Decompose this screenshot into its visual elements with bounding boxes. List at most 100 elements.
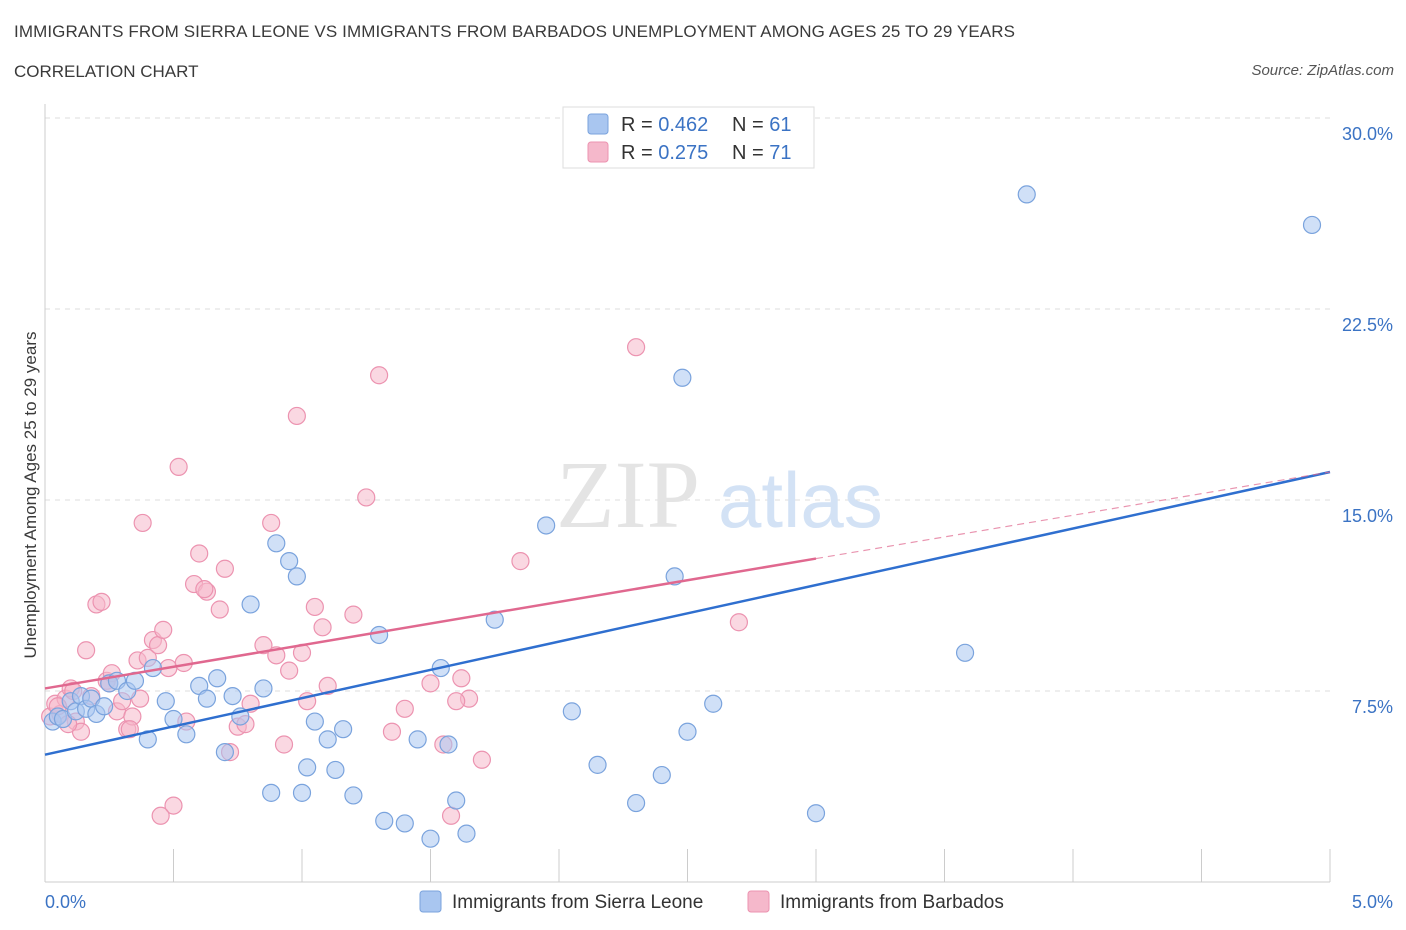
blue-point-36 xyxy=(370,625,389,645)
legend-n-value-blue: 61 xyxy=(769,114,791,136)
svg-text:N = 71: N = 71 xyxy=(732,142,792,164)
pink-trend-extension xyxy=(815,471,1331,560)
x-tick-label-1: 5.0% xyxy=(1352,892,1393,912)
blue-point-39 xyxy=(408,730,427,749)
pink-point-7 xyxy=(77,641,96,660)
bottom-legend-swatch-pink xyxy=(747,890,770,913)
blue-point-60 xyxy=(267,534,286,553)
pink-point-56 xyxy=(626,338,646,357)
pink-point-46 xyxy=(357,488,376,507)
legend-n-value-pink: 71 xyxy=(769,142,791,164)
pink-point-36 xyxy=(262,513,281,533)
blue-point-57 xyxy=(1017,185,1036,204)
y-tick-label-2: 22.5% xyxy=(1342,315,1393,335)
bottom-legend-label-blue: Immigrants from Sierra Leone xyxy=(452,892,703,913)
axes xyxy=(44,104,1331,883)
pink-point-63 xyxy=(120,720,139,739)
pink-point-44 xyxy=(318,676,337,696)
legend-n-label-pink: N = xyxy=(732,142,769,164)
blue-point-50 xyxy=(652,765,671,785)
chart-title: IMMIGRANTS FROM SIERRA LEONE VS IMMIGRAN… xyxy=(14,22,1016,41)
y-axis-label: Unemployment Among Ages 25 to 29 years xyxy=(21,332,40,659)
pink-point-47 xyxy=(370,366,389,385)
blue-point-32 xyxy=(318,730,337,749)
pink-point-28 xyxy=(190,544,209,563)
pink-point-31 xyxy=(215,559,234,578)
pink-point-66 xyxy=(195,580,214,599)
pink-point-55 xyxy=(511,552,530,571)
blue-point-46 xyxy=(537,516,556,535)
blue-trend-line xyxy=(44,470,1331,756)
blue-point-33 xyxy=(326,760,345,780)
blue-point-53 xyxy=(704,694,723,713)
blue-point-25 xyxy=(254,679,273,698)
blue-point-48 xyxy=(588,755,607,774)
legend-r-label-pink: R = xyxy=(621,142,658,164)
svg-text:R = 0.462: R = 0.462 xyxy=(621,114,708,136)
blue-point-38 xyxy=(395,814,414,833)
blue-point-22 xyxy=(223,686,242,706)
pink-point-48 xyxy=(395,699,414,718)
trend-lines xyxy=(44,470,1331,756)
pink-point-49 xyxy=(421,674,440,693)
blue-point-15 xyxy=(156,692,175,711)
chart-subtitle: CORRELATION CHART xyxy=(14,62,199,81)
pink-point-45 xyxy=(344,605,363,624)
grid-lines xyxy=(45,117,1330,692)
blue-point-27 xyxy=(280,552,299,571)
pink-point-70 xyxy=(447,692,466,711)
svg-text:R = 0.275: R = 0.275 xyxy=(621,142,708,164)
legend-swatch-pink xyxy=(587,141,609,163)
blue-point-34 xyxy=(334,720,353,739)
barbados-points xyxy=(41,338,749,825)
pink-point-24 xyxy=(164,796,183,815)
watermark-zip: ZIP xyxy=(556,441,700,548)
bottom-legend: Immigrants from Sierra Leone Immigrants … xyxy=(419,890,1004,913)
blue-point-54 xyxy=(673,368,692,387)
bottom-legend-label-pink: Immigrants from Barbados xyxy=(780,892,1004,913)
blue-point-28 xyxy=(287,567,306,586)
blue-point-21 xyxy=(215,743,234,762)
pink-point-22 xyxy=(154,620,173,639)
blue-point-47 xyxy=(562,702,581,721)
blue-point-55 xyxy=(806,804,826,823)
blue-point-52 xyxy=(678,722,697,741)
watermark-atlas: atlas xyxy=(718,456,883,544)
sierra-leone-points xyxy=(43,185,1322,848)
y-tick-label-0: 7.5% xyxy=(1352,697,1393,717)
x-tick-label-0: 0.0% xyxy=(45,892,86,912)
x-tick-labels: 0.0% 5.0% xyxy=(45,892,1393,912)
pink-point-18 xyxy=(133,513,152,533)
y-tick-label-3: 30.0% xyxy=(1342,124,1393,144)
pink-point-43 xyxy=(313,618,332,637)
chart-source: Source: ZipAtlas.com xyxy=(1251,62,1394,79)
svg-text:N = 61: N = 61 xyxy=(732,114,792,136)
blue-point-19 xyxy=(197,689,217,708)
blue-point-49 xyxy=(626,793,646,813)
pink-point-10 xyxy=(92,592,111,611)
pink-point-21 xyxy=(148,636,168,655)
pink-point-69 xyxy=(382,722,402,741)
blue-point-29 xyxy=(292,783,312,802)
legend-swatch-blue xyxy=(587,113,609,135)
blue-point-56 xyxy=(955,643,975,662)
bottom-legend-swatch-blue xyxy=(419,890,442,913)
pink-point-54 xyxy=(472,750,491,769)
pink-point-35 xyxy=(254,636,273,655)
y-tick-labels: 7.5% 15.0% 22.5% 30.0% xyxy=(1342,124,1393,717)
legend-box: R = 0.462 N = 61 R = 0.275 N = 71 xyxy=(562,106,815,169)
blue-point-31 xyxy=(305,712,324,731)
blue-point-43 xyxy=(447,791,466,810)
blue-point-45 xyxy=(485,610,504,629)
legend-n-label-blue: N = xyxy=(732,114,769,136)
y-tick-label-1: 15.0% xyxy=(1342,506,1393,526)
blue-point-20 xyxy=(208,669,227,688)
blue-point-17 xyxy=(177,725,196,744)
legend-r-value-blue: 0.462 xyxy=(658,114,708,136)
watermark: ZIP atlas xyxy=(556,441,883,548)
blue-point-9 xyxy=(95,697,114,716)
blue-point-44 xyxy=(457,824,476,843)
pink-point-30 xyxy=(210,600,229,619)
blue-point-42 xyxy=(439,735,458,754)
